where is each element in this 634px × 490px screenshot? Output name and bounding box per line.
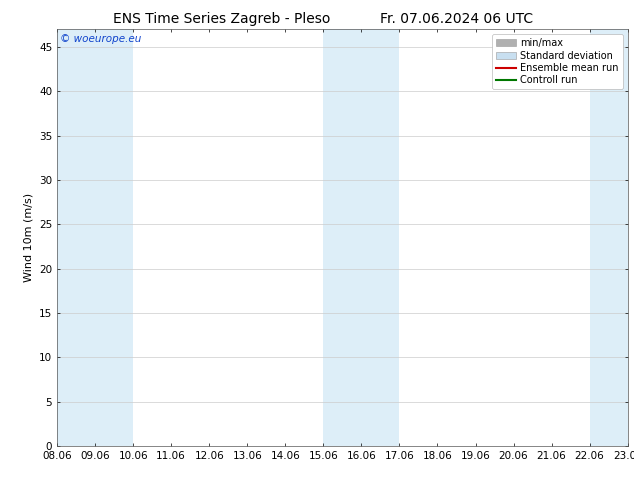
Bar: [323, 29, 361, 446]
Legend: min/max, Standard deviation, Ensemble mean run, Controll run: min/max, Standard deviation, Ensemble me…: [492, 34, 623, 89]
Y-axis label: Wind 10m (m/s): Wind 10m (m/s): [23, 193, 34, 282]
Text: Fr. 07.06.2024 06 UTC: Fr. 07.06.2024 06 UTC: [380, 12, 533, 26]
Bar: [361, 29, 399, 446]
Bar: [95, 29, 133, 446]
Bar: [590, 29, 628, 446]
Text: ENS Time Series Zagreb - Pleso: ENS Time Series Zagreb - Pleso: [113, 12, 330, 26]
Text: © woeurope.eu: © woeurope.eu: [60, 34, 141, 44]
Bar: [57, 29, 95, 446]
